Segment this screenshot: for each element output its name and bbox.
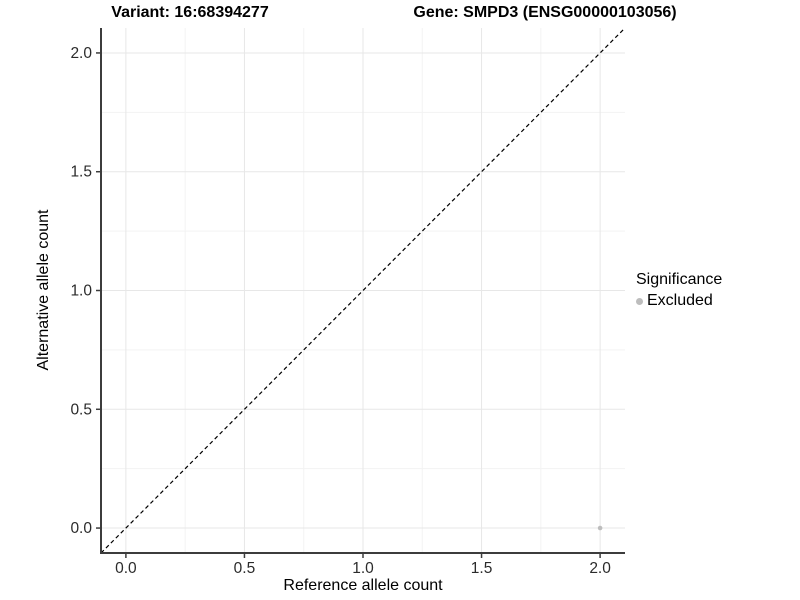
legend-item-excluded: Excluded — [636, 292, 722, 310]
x-tick-label: 2.0 — [589, 560, 611, 577]
y-tick-label: 1.0 — [70, 283, 92, 300]
y-tick-label: 0.0 — [70, 520, 92, 537]
x-tick-label: 0.0 — [115, 560, 137, 577]
data-point-excluded — [597, 525, 603, 531]
legend-title: Significance — [636, 271, 723, 288]
x-axis-title: Reference allele count — [283, 577, 443, 594]
x-tick-label: 1.0 — [352, 560, 374, 577]
y-tick-label: 0.5 — [70, 401, 92, 418]
plot-title-gene: Gene: SMPD3 (ENSG00000103056) — [413, 4, 677, 21]
y-tick-label: 2.0 — [70, 45, 92, 62]
plot-title-variant: Variant: 16:68394277 — [111, 4, 269, 21]
legend: Significance Excluded — [636, 271, 722, 310]
legend-item-label: Excluded — [647, 292, 713, 309]
x-tick-label: 1.5 — [471, 560, 493, 577]
x-tick-label: 0.5 — [234, 560, 256, 577]
y-tick-label: 1.5 — [70, 164, 92, 181]
identity-reference-line — [100, 27, 626, 554]
legend-point-icon — [636, 297, 643, 305]
y-axis-title: Alternative allele count — [35, 209, 52, 371]
